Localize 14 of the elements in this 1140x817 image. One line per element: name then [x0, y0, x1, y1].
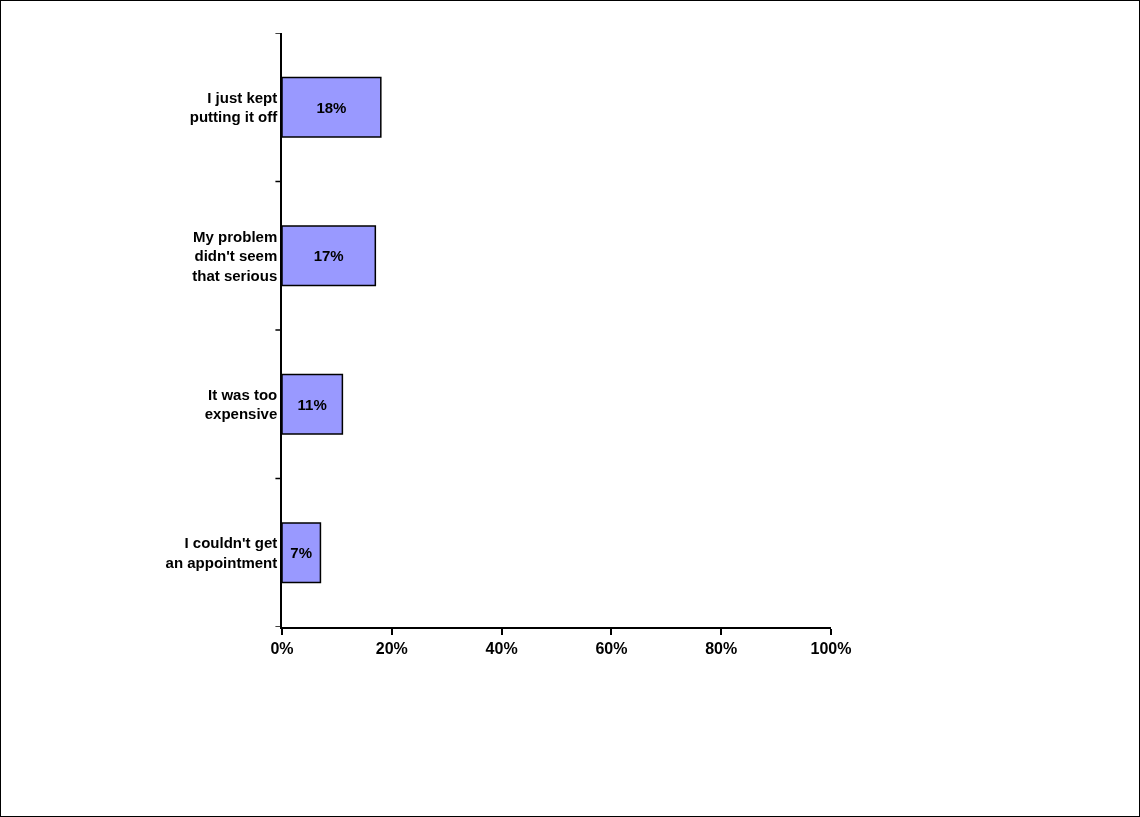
data-label: 18% — [316, 98, 347, 116]
data-label: 17% — [313, 247, 344, 265]
x-tick-label: 40% — [485, 639, 518, 657]
x-tick-label: 60% — [595, 639, 628, 657]
y-tick-label: I couldn't get an appointment — [165, 534, 278, 571]
x-tick-label: 80% — [705, 639, 738, 657]
y-tick-label: It was too expensive — [204, 385, 278, 423]
y-tick-label: My problem didn't seem that serious — [192, 227, 278, 284]
x-tick-label: 100% — [810, 639, 852, 657]
x-tick-label: 0% — [270, 639, 294, 657]
y-tick-label: I just kept putting it off — [189, 88, 279, 126]
data-label: 11% — [297, 395, 327, 413]
x-tick-label: 20% — [375, 639, 408, 657]
data-label: 7% — [290, 544, 313, 562]
